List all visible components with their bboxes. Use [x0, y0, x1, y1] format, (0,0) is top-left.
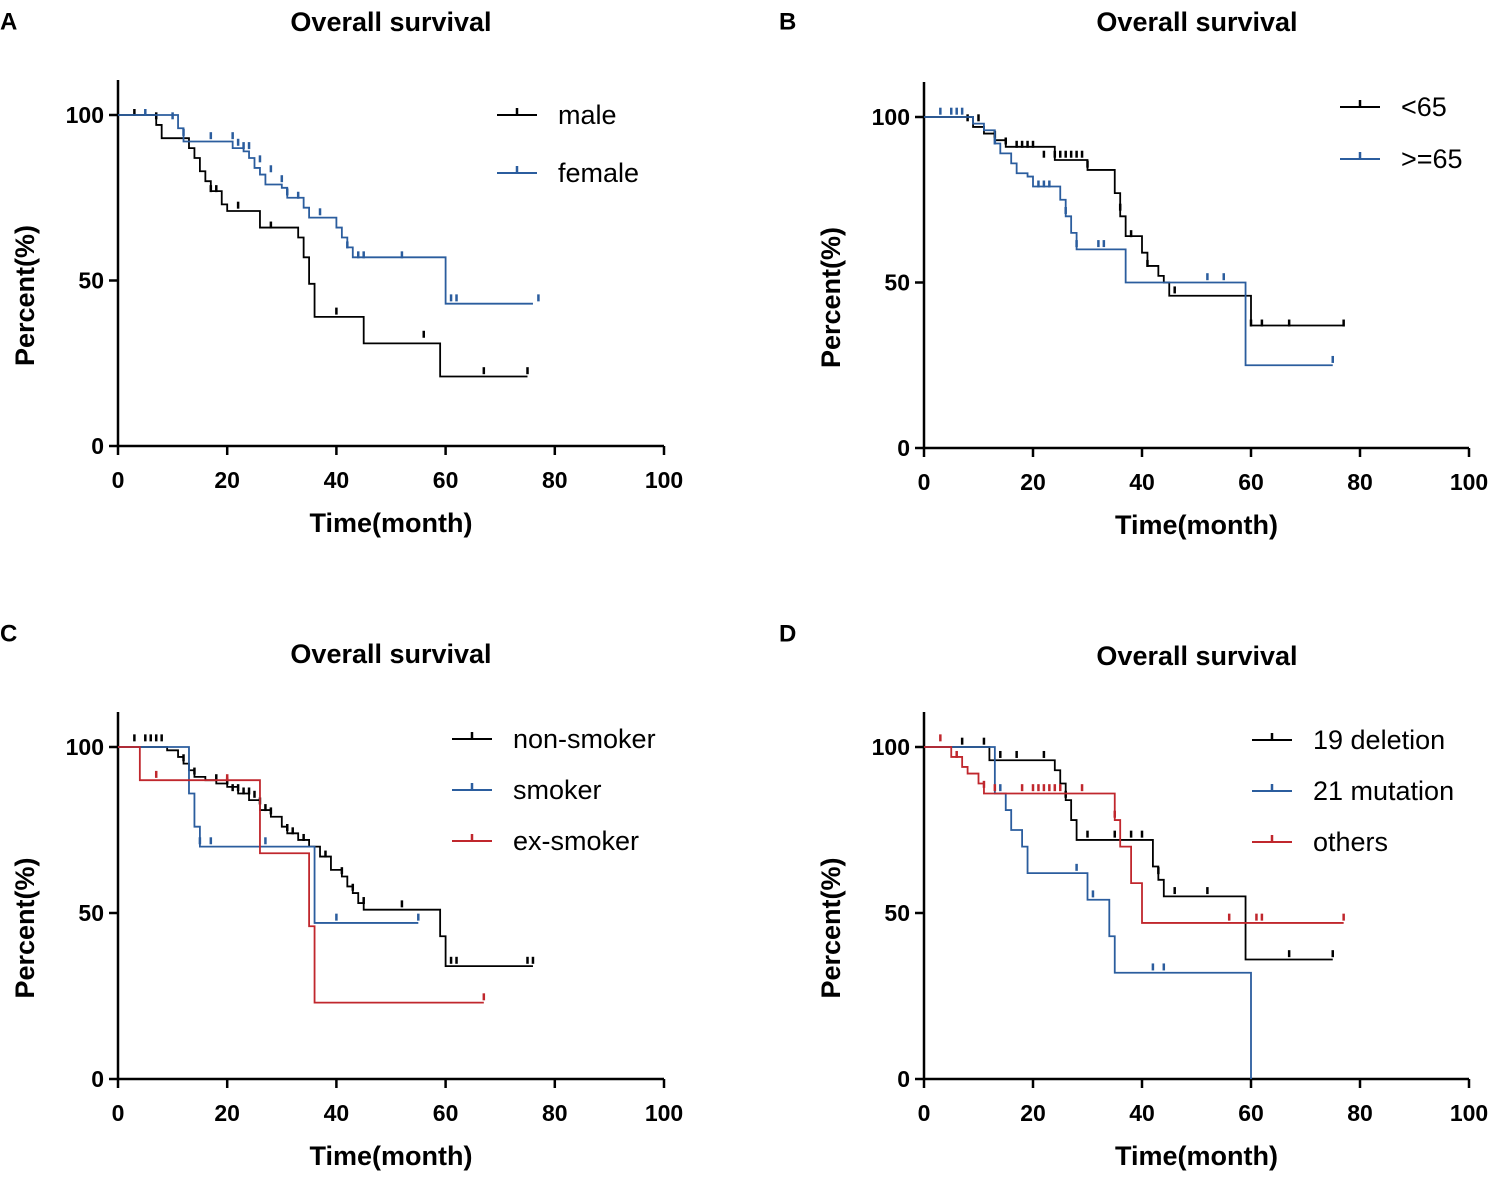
- x-tick-label: 60: [433, 467, 459, 493]
- x-tick-label: 40: [324, 1100, 350, 1126]
- x-tick-label: 80: [1347, 469, 1373, 495]
- series--65: [924, 114, 1345, 327]
- x-tick-label: 40: [1129, 469, 1155, 495]
- panel-a: A Overall survival 0 20 40 60 80 100 0 50 100 Time(…: [0, 7, 683, 538]
- legend-item: male: [497, 100, 617, 130]
- chart-title: Overall survival: [290, 639, 491, 669]
- legend-item: female: [497, 158, 639, 188]
- y-axis-label: Percent(%): [816, 227, 846, 368]
- legend-label: non-smoker: [513, 724, 656, 754]
- chart-title: Overall survival: [1096, 641, 1297, 671]
- x-axis-label: Time(month): [1115, 510, 1278, 540]
- panel-d: D Overall survival 0 20 40 60 80 100 0 50 100 Time(…: [779, 620, 1488, 1171]
- panel-b: B Overall survival 0 20 40 60 80 100 0 50 100 Time(…: [779, 7, 1488, 540]
- x-tick-label: 0: [112, 1100, 125, 1126]
- survival-curve: [924, 746, 1252, 1079]
- panel-letter: D: [779, 620, 796, 647]
- survival-curve: [924, 746, 1344, 924]
- series-ex-smoker: [118, 746, 486, 1004]
- x-tick-label: 100: [1450, 1100, 1488, 1126]
- x-tick-label: 80: [542, 467, 568, 493]
- panel-c: C Overall survival 0 20 40 60 80 100 0 50 100 Time(…: [0, 620, 683, 1171]
- y-tick-label: 100: [66, 102, 104, 128]
- y-tick-label: 100: [872, 104, 910, 130]
- x-tick-label: 0: [918, 469, 931, 495]
- panel-letter: A: [0, 8, 17, 35]
- y-tick-label: 50: [78, 900, 104, 926]
- legend-item: >=65: [1340, 144, 1463, 174]
- y-axis-label: Percent(%): [816, 857, 846, 998]
- x-axis-label: Time(month): [1115, 1141, 1278, 1171]
- series-21-mutation: [924, 746, 1252, 1079]
- x-tick-label: 100: [645, 467, 683, 493]
- x-axis-label: Time(month): [310, 1141, 473, 1171]
- legend-label: <65: [1401, 92, 1447, 122]
- x-tick-label: 0: [918, 1100, 931, 1126]
- y-tick-label: 0: [91, 1066, 104, 1092]
- x-tick-label: 100: [645, 1100, 683, 1126]
- y-tick-label: 0: [91, 433, 104, 459]
- survival-curve: [924, 116, 1344, 327]
- series-19-deletion: [924, 737, 1334, 961]
- legend-label: female: [558, 158, 639, 188]
- legend-label: >=65: [1401, 144, 1463, 174]
- survival-curve: [118, 114, 533, 305]
- x-tick-label: 100: [1450, 469, 1488, 495]
- y-tick-label: 0: [897, 435, 910, 461]
- survival-curve: [118, 746, 484, 1004]
- x-tick-label: 40: [1129, 1100, 1155, 1126]
- y-axis-label: Percent(%): [10, 857, 40, 998]
- series-female: [118, 109, 540, 305]
- panel-letter: B: [779, 8, 796, 35]
- x-tick-label: 20: [214, 467, 240, 493]
- survival-curve: [924, 746, 1333, 961]
- x-axis-label: Time(month): [310, 508, 473, 538]
- legend-item: 21 mutation: [1252, 776, 1454, 806]
- legend-item: non-smoker: [452, 724, 656, 754]
- x-tick-label: 60: [1238, 469, 1264, 495]
- series-others: [924, 734, 1345, 924]
- x-tick-label: 20: [1020, 469, 1046, 495]
- y-tick-label: 100: [66, 734, 104, 760]
- panel-letter: C: [0, 620, 17, 647]
- legend-item: <65: [1340, 92, 1447, 122]
- x-tick-label: 60: [433, 1100, 459, 1126]
- chart-title: Overall survival: [290, 7, 491, 37]
- survival-curve: [118, 114, 528, 378]
- y-tick-label: 100: [872, 734, 910, 760]
- survival-curve: [924, 116, 1333, 367]
- series-male: [118, 109, 529, 378]
- x-tick-label: 20: [1020, 1100, 1046, 1126]
- x-tick-label: 0: [112, 467, 125, 493]
- x-tick-label: 80: [542, 1100, 568, 1126]
- y-tick-label: 50: [884, 900, 910, 926]
- legend-label: 19 deletion: [1313, 725, 1445, 755]
- series-smoker: [118, 746, 420, 924]
- legend-label: ex-smoker: [513, 826, 639, 856]
- legend-item: others: [1252, 827, 1388, 857]
- x-tick-label: 40: [324, 467, 350, 493]
- y-tick-label: 50: [78, 268, 104, 294]
- legend-item: 19 deletion: [1252, 725, 1445, 755]
- legend-label: others: [1313, 827, 1388, 857]
- y-axis-label: Percent(%): [10, 225, 40, 366]
- x-tick-label: 60: [1238, 1100, 1264, 1126]
- legend-item: ex-smoker: [452, 826, 639, 856]
- x-tick-label: 20: [214, 1100, 240, 1126]
- y-tick-label: 50: [884, 270, 910, 296]
- legend-label: smoker: [513, 775, 602, 805]
- legend-label: male: [558, 100, 617, 130]
- series-non-smoker: [118, 734, 535, 968]
- legend-item: smoker: [452, 775, 602, 805]
- x-tick-label: 80: [1347, 1100, 1373, 1126]
- survival-curve: [118, 746, 419, 924]
- y-tick-label: 0: [897, 1066, 910, 1092]
- legend-label: 21 mutation: [1313, 776, 1454, 806]
- chart-title: Overall survival: [1096, 7, 1297, 37]
- series--65: [924, 107, 1334, 367]
